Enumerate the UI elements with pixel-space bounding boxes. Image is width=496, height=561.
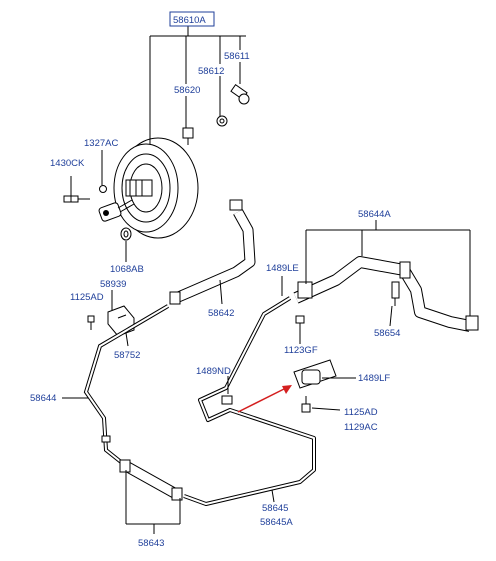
grommet-1068ab: [120, 227, 132, 241]
label-58644a[interactable]: 58644A: [358, 209, 391, 220]
label-58610a[interactable]: 58610A: [173, 15, 206, 26]
label-58654[interactable]: 58654: [374, 328, 400, 339]
label-1125ad-right[interactable]: 1125AD: [344, 407, 378, 418]
leader-lines: [62, 26, 471, 534]
label-58620[interactable]: 58620: [174, 85, 200, 96]
label-1068ab[interactable]: 1068AB: [110, 264, 144, 275]
label-1123gf[interactable]: 1123GF: [284, 345, 318, 356]
label-58645[interactable]: 58645: [262, 503, 288, 514]
check-valve-58620: [182, 127, 194, 145]
label-1125ad-left[interactable]: 1125AD: [70, 292, 104, 303]
label-58645a[interactable]: 58645A: [260, 517, 293, 528]
label-1129ac[interactable]: 1129AC: [344, 422, 378, 433]
label-58611[interactable]: 58611: [224, 51, 250, 62]
bolt-1430ck: [63, 176, 90, 203]
hose-58643: [119, 459, 183, 501]
nut-1327ac: [99, 185, 107, 193]
bolt-1125ad-right: [301, 396, 311, 413]
label-58752[interactable]: 58752: [114, 350, 140, 361]
label-58643[interactable]: 58643: [138, 538, 164, 549]
brake-booster: [98, 137, 199, 239]
pipe-58644: [83, 304, 170, 468]
fitting-58611: [230, 84, 250, 105]
sensor-58654: [391, 281, 400, 306]
label-1489le[interactable]: 1489LE: [266, 263, 299, 274]
bolt-1123gf: [295, 315, 305, 334]
label-1327ac[interactable]: 1327AC: [84, 138, 118, 149]
label-58939[interactable]: 58939: [100, 279, 126, 290]
highlight-box-58610a: [169, 11, 215, 27]
label-58612[interactable]: 58612: [198, 66, 224, 77]
hose-58644a: [293, 256, 479, 332]
bolt-1125ad-left: [87, 315, 95, 330]
label-1430ck[interactable]: 1430CK: [50, 158, 85, 169]
label-58644[interactable]: 58644: [30, 393, 56, 404]
label-1489lf[interactable]: 1489LF: [358, 373, 390, 384]
label-58642[interactable]: 58642: [208, 308, 234, 319]
label-1489nd[interactable]: 1489ND: [196, 366, 231, 377]
clip-58612: [216, 115, 228, 127]
pointer-arrow: [237, 385, 292, 413]
clamp-1489lf: [293, 359, 337, 389]
vacuum-hose-58642: [169, 199, 256, 305]
pipe-58645: [183, 296, 316, 506]
